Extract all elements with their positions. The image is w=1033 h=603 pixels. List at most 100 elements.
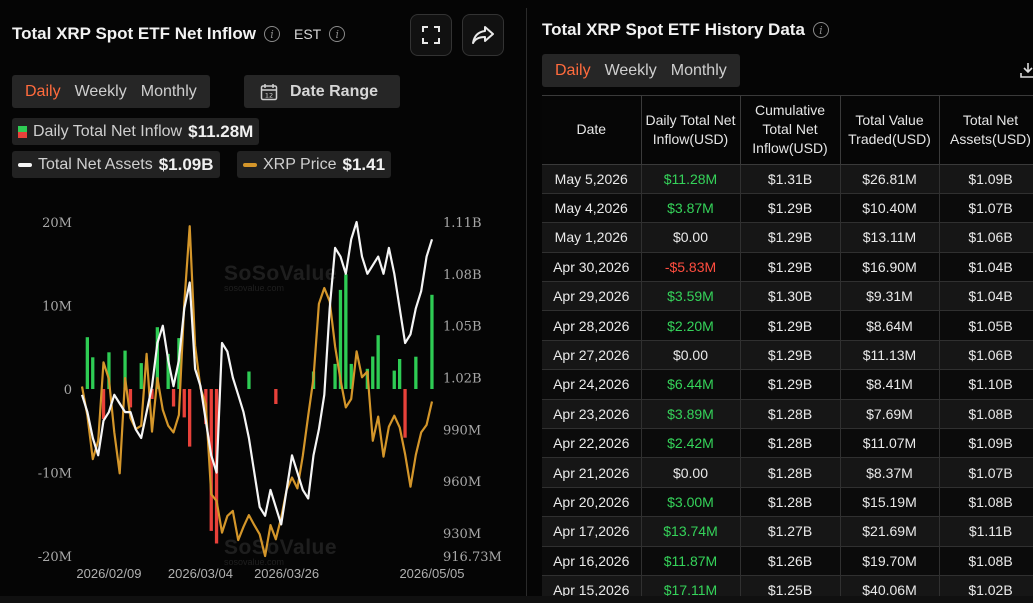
table-cell: $1.08B (939, 546, 1033, 576)
inflow-swatch (18, 125, 27, 138)
table-cell: $7.69M (840, 399, 940, 430)
table-row[interactable]: May 1,2026 $0.00 $1.29B $13.11M $1.06B (542, 222, 1033, 253)
inflow-bar (376, 335, 380, 389)
table-cell: $1.29B (740, 193, 841, 224)
table-row[interactable]: Apr 16,2026 $11.87M $1.26B $19.70M $1.08B (542, 546, 1033, 576)
header-value-traded[interactable]: Total Value Traded(USD) (840, 96, 940, 165)
table-row[interactable]: Apr 23,2026 $3.89M $1.28B $7.69M $1.08B (542, 399, 1033, 430)
svg-text:12: 12 (265, 91, 273, 99)
table-row[interactable]: Apr 24,2026 $6.44M $1.29B $8.41M $1.10B (542, 369, 1033, 400)
inflow-bar (101, 389, 106, 420)
inflow-bar (414, 356, 418, 389)
inflow-bar (392, 370, 396, 389)
table-cell: Apr 16,2026 (542, 546, 642, 576)
watermark-sub: sosovalue.com (224, 283, 285, 293)
history-tab-weekly[interactable]: Weekly (604, 61, 657, 79)
legend-assets-value: $1.09B (158, 154, 214, 174)
inflow-bar (85, 337, 89, 389)
table-row[interactable]: Apr 22,2026 $2.42M $1.28B $11.07M $1.09B (542, 428, 1033, 459)
table-cell: $16.90M (840, 252, 940, 283)
inflow-bar (403, 389, 407, 438)
inflow-bar (166, 353, 170, 389)
inflow-bar (274, 389, 278, 404)
table-row[interactable]: May 4,2026 $3.87M $1.29B $10.40M $1.07B (542, 193, 1033, 224)
table-cell: $3.00M (641, 487, 741, 518)
table-cell: $1.05B (939, 310, 1033, 341)
table-cell: $13.11M (840, 222, 940, 253)
table-cell: $11.07M (840, 428, 940, 459)
timezone-info-icon[interactable]: i (329, 26, 346, 42)
table-cell: Apr 24,2026 (542, 369, 642, 400)
header-date[interactable]: Date (542, 96, 642, 165)
table-cell: $1.28B (740, 428, 841, 459)
legend-price-label: XRP Price (263, 155, 337, 173)
table-row[interactable]: Apr 30,2026 -$5.83M $1.29B $16.90M $1.04B (542, 252, 1033, 283)
legend-inflow[interactable]: Daily Total Net Inflow $11.28M (12, 118, 260, 145)
table-cell: $11.28M (641, 164, 741, 194)
header-net-assets[interactable]: Total Net Assets(USD) (939, 96, 1033, 165)
table-row[interactable]: Apr 20,2026 $3.00M $1.28B $15.19M $1.08B (542, 487, 1033, 518)
left-axis-tick: 0 (64, 383, 72, 398)
table-row[interactable]: Apr 29,2026 $3.59M $1.30B $9.31M $1.04B (542, 281, 1033, 312)
table-row[interactable]: May 5,2026 $11.28M $1.31B $26.81M $1.09B (542, 164, 1033, 194)
table-cell: $1.06B (939, 340, 1033, 371)
legend-assets[interactable]: Total Net Assets $1.09B (12, 151, 220, 178)
header-cumulative-inflow[interactable]: Cumulative Total Net Inflow(USD) (740, 96, 841, 165)
inflow-chart[interactable]: 20M 10M 0 -10M -20M 1.11B 1.08B 1.05B 1.02B 990M 9… (0, 200, 526, 596)
history-info-icon[interactable]: i (812, 22, 829, 38)
table-cell: $8.64M (840, 310, 940, 341)
right-axis-tick: 930M (443, 527, 481, 542)
download-icon[interactable] (1020, 62, 1033, 78)
inflow-chart-panel: Total XRP Spot ETF Net Inflow i EST i Da… (0, 14, 526, 596)
table-top-border (542, 95, 1033, 96)
table-cell: $0.00 (641, 340, 741, 371)
date-range-button[interactable]: 12 Date Range (244, 75, 400, 108)
table-row[interactable]: Apr 28,2026 $2.20M $1.29B $8.64M $1.05B (542, 310, 1033, 341)
table-cell: $1.29B (740, 340, 841, 371)
inflow-bar (349, 363, 353, 389)
table-cell: $1.06B (939, 222, 1033, 253)
table-cell: $1.07B (939, 457, 1033, 488)
fullscreen-icon (422, 26, 440, 44)
inflow-bar (123, 350, 127, 389)
table-cell: $0.00 (641, 457, 741, 488)
left-axis-tick: 10M (42, 300, 72, 315)
inflow-bar (150, 389, 154, 399)
table-row[interactable]: Apr 27,2026 $0.00 $1.29B $11.13M $1.06B (542, 340, 1033, 371)
watermark: SoSoValue sosovalue.com (224, 262, 337, 293)
fullscreen-button[interactable] (410, 14, 452, 56)
timezone-label: EST (293, 26, 322, 42)
table-cell: $13.74M (641, 516, 741, 547)
chart-tab-weekly[interactable]: Weekly (74, 82, 127, 100)
table-cell: $1.08B (939, 399, 1033, 430)
table-cell: Apr 30,2026 (542, 252, 642, 283)
info-icon[interactable]: i (263, 26, 280, 42)
chart-title-row: Total XRP Spot ETF Net Inflow i EST i (12, 24, 346, 44)
table-cell: $3.59M (641, 281, 741, 312)
chart-title: Total XRP Spot ETF Net Inflow (12, 24, 256, 43)
history-tab-monthly[interactable]: Monthly (670, 61, 727, 79)
table-cell: May 1,2026 (542, 222, 642, 253)
table-cell: Apr 22,2026 (542, 428, 642, 459)
right-axis-tick: 1.08B (443, 268, 482, 283)
table-cell: $6.44M (641, 369, 741, 400)
history-tab-daily[interactable]: Daily (555, 61, 591, 79)
chart-tab-daily[interactable]: Daily (25, 82, 61, 100)
table-row[interactable]: Apr 17,2026 $13.74M $1.27B $21.69M $1.11B (542, 516, 1033, 547)
right-axis-tick: 1.05B (443, 320, 482, 335)
inflow-bar (188, 389, 192, 447)
left-axis-tick: 20M (42, 216, 72, 231)
header-daily-inflow[interactable]: Daily Total Net Inflow(USD) (641, 96, 741, 165)
watermark-sub: sosovalue.com (224, 557, 285, 567)
legend-price[interactable]: XRP Price $1.41 (237, 151, 392, 178)
table-cell: Apr 23,2026 (542, 399, 642, 430)
table-cell: $1.28B (740, 457, 841, 488)
share-button[interactable] (462, 14, 504, 56)
table-row[interactable]: Apr 21,2026 $0.00 $1.28B $8.37M $1.07B (542, 457, 1033, 488)
table-cell: $26.81M (840, 164, 940, 194)
right-axis-tick: 916.73M (443, 550, 502, 565)
table-cell: $1.26B (740, 546, 841, 576)
right-axis-tick: 990M (443, 423, 481, 438)
table-cell: -$5.83M (641, 252, 741, 283)
chart-tab-monthly[interactable]: Monthly (140, 82, 197, 100)
